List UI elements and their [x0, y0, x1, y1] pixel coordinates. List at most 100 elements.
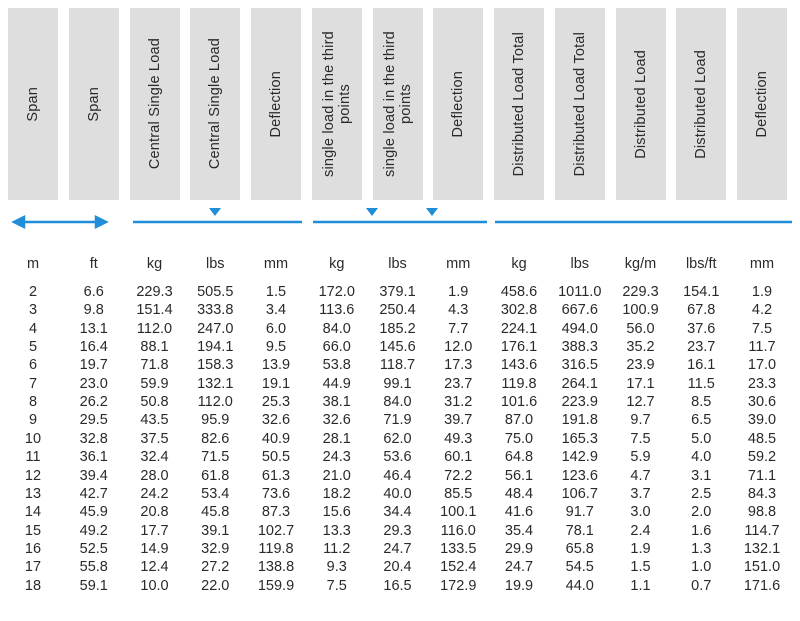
table-cell: 32.9 — [201, 540, 230, 557]
header-cell: Deflection — [737, 8, 787, 200]
table-cell: 34.4 — [383, 504, 412, 521]
table-cell: 8 — [28, 394, 38, 411]
table-cell: 3 — [28, 302, 38, 319]
table-cell: 1.5 — [265, 284, 287, 300]
unit-label: lbs — [388, 256, 407, 272]
table-cell: 55.8 — [79, 559, 108, 576]
table-cell: 505.5 — [197, 284, 234, 300]
table-cell: 43.5 — [140, 412, 169, 429]
header-text: single load in the third points — [381, 31, 414, 177]
table-cell: 41.6 — [504, 504, 534, 521]
table-cell: 99.1 — [383, 375, 412, 392]
table-cell: 158.3 — [197, 357, 234, 374]
table-cell: 38.1 — [322, 394, 351, 411]
table-cell: 100.9 — [622, 302, 659, 319]
table-cell: 27.2 — [201, 559, 230, 576]
table-cell: 6.5 — [691, 412, 712, 429]
table-cell: 15.6 — [322, 504, 351, 521]
table-cell: 66.0 — [322, 339, 351, 356]
table-cell: 6 — [28, 357, 38, 374]
table-cell: 29.9 — [504, 540, 534, 557]
table-cell: 56.0 — [626, 320, 655, 337]
table-cell: 19.9 — [504, 577, 534, 594]
table-cell: 59.9 — [140, 375, 169, 392]
header-text: Distributed Load — [693, 49, 710, 159]
header-cell: Central Single Load — [129, 8, 180, 200]
table-cell: 48.5 — [747, 430, 777, 447]
table-cell: 1.9 — [751, 284, 773, 300]
table-cell: 16.4 — [79, 339, 108, 356]
table-cell: 49.2 — [79, 522, 108, 539]
table-cell: 151.4 — [136, 302, 173, 319]
table-cell: 3.4 — [265, 302, 287, 319]
table-cell: 223.9 — [561, 394, 598, 411]
table-cell: 1.6 — [691, 522, 712, 539]
table-cell: 7.5 — [326, 577, 347, 594]
table-cell: 2.5 — [691, 485, 712, 502]
unit-label: kg/m — [624, 256, 657, 272]
table-cell: 145.6 — [379, 339, 416, 356]
table-cell: 4.7 — [630, 467, 651, 484]
table-cell: 84.0 — [322, 320, 351, 337]
table-cell: 185.2 — [379, 320, 416, 337]
table-cell: 60.1 — [444, 449, 473, 466]
table-cell: 95.9 — [201, 412, 230, 429]
table-cell: 247.0 — [197, 320, 234, 337]
table-cell: 24.7 — [383, 540, 412, 557]
table-cell: 45.9 — [79, 504, 108, 521]
table-cell: 119.8 — [258, 540, 294, 557]
table-cell: 3.7 — [630, 485, 651, 502]
table-cell: 40.9 — [261, 430, 291, 447]
table-cell: 143.6 — [500, 357, 538, 374]
table-cell: 123.6 — [561, 467, 598, 484]
header-cell: Distributed Load — [676, 8, 727, 200]
table-cell: 71.8 — [140, 357, 169, 374]
table-cell: 75.0 — [504, 430, 534, 447]
header-text: Span — [25, 86, 41, 122]
table-cell: 6.0 — [265, 320, 287, 337]
table-cell: 119.8 — [501, 375, 537, 392]
table-cell: 25.3 — [261, 394, 291, 411]
table-cell: 52.5 — [79, 540, 108, 557]
table-cell: 106.7 — [561, 485, 598, 502]
table-cell: 56.1 — [504, 467, 534, 484]
unit-label: mm — [446, 256, 471, 272]
header-text: Central Single Load — [146, 38, 163, 170]
table-cell: 40.0 — [383, 485, 412, 502]
table-cell: 112.0 — [197, 394, 233, 411]
table-cell: 1.1 — [630, 577, 651, 594]
table-cell: 112.0 — [136, 320, 173, 337]
table-cell: 159.9 — [257, 577, 295, 594]
table-cell: 3.0 — [630, 504, 651, 521]
table-cell: 2.0 — [691, 504, 712, 521]
table-cell: 7 — [28, 375, 38, 392]
table-cell: 59.2 — [747, 449, 777, 466]
table-cell: 151.0 — [743, 559, 781, 576]
table-cell: 5.9 — [630, 449, 651, 466]
table-cell: 20.4 — [383, 559, 412, 576]
table-cell: 20.8 — [140, 504, 169, 521]
table-cell: 116.0 — [440, 522, 476, 539]
table-cell: 17.7 — [140, 522, 169, 539]
table-cell: 39.4 — [79, 467, 108, 484]
header-cell: single load in the third points — [372, 8, 423, 200]
table-cell: 264.1 — [561, 375, 598, 392]
table-cell: 32.6 — [261, 412, 291, 429]
table-cell: 113.6 — [319, 302, 355, 319]
table-cell: 1.9 — [448, 284, 469, 300]
table-cell: 2.4 — [630, 522, 651, 539]
table-cell: 1011.0 — [558, 284, 602, 300]
header-text: Central Single Load — [207, 38, 224, 170]
table-cell: 11.5 — [687, 375, 715, 392]
table-cell: 132.1 — [743, 540, 781, 557]
table-cell: 11.2 — [323, 540, 351, 557]
table-cell: 172.0 — [318, 284, 355, 300]
table-cell: 194.1 — [197, 339, 234, 356]
table-cell: 458.6 — [500, 284, 538, 300]
table-cell: 4.0 — [691, 449, 712, 466]
table-cell: 23.7 — [444, 375, 473, 392]
table-cell: 11 — [25, 449, 41, 466]
table-cell: 39.1 — [201, 522, 230, 539]
arrow-right — [94, 214, 109, 230]
header-text: Deflection — [268, 70, 284, 138]
